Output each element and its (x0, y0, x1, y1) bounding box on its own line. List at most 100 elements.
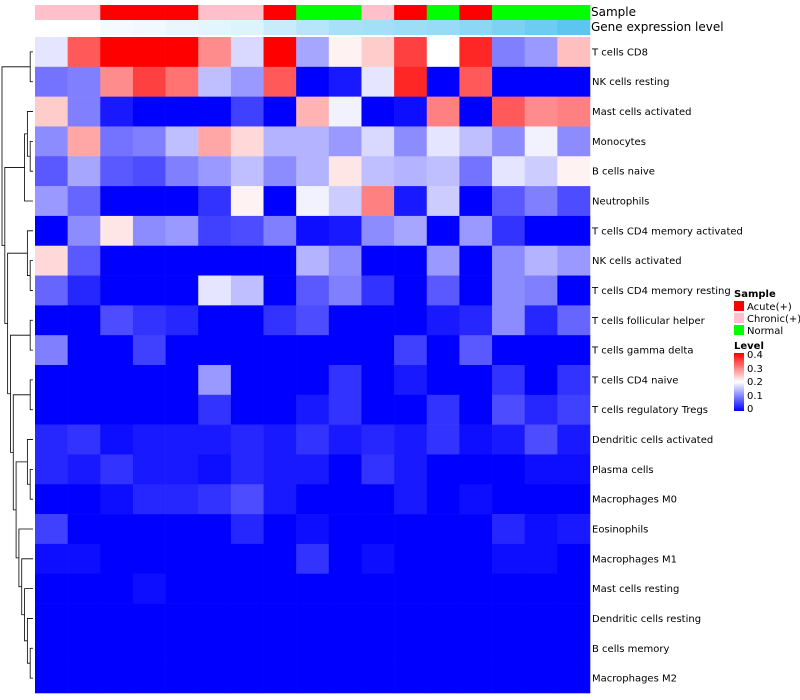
heatmap-cell-r3-c13 (459, 126, 493, 157)
heatmap-cell-r1-c1 (67, 66, 101, 97)
heatmap-cell-r10-c11 (394, 335, 428, 366)
heatmap-cell-r15-c4 (165, 484, 199, 515)
heatmap-cell-r14-c1 (67, 454, 101, 485)
legend-label-acute: Acute(+) (747, 302, 792, 313)
heatmap-cell-r9-c14 (492, 305, 526, 336)
heatmap-cell-r16-c13 (459, 514, 493, 545)
heatmap-cell-r8-c1 (67, 275, 101, 306)
heatmap-cell-r9-c4 (165, 305, 199, 336)
dendrogram-branch (29, 51, 33, 83)
heatmap-cell-r15-c12 (426, 484, 460, 515)
heatmap-cell-r17-c3 (132, 543, 166, 575)
heatmap-cell-r6-c4 (165, 215, 199, 247)
sample-annotation-cell-12 (426, 5, 460, 20)
heatmap-cell-r2-c7 (263, 96, 297, 127)
heatmap-cell-r18-c6 (230, 573, 264, 604)
heatmap-cell-r8-c14 (492, 275, 526, 306)
heatmap-cell-r14-c2 (100, 454, 134, 485)
heatmap-cell-r16-c2 (100, 514, 134, 545)
heatmap-cell-r4-c12 (426, 156, 460, 187)
heatmap-cell-r13-c15 (524, 424, 558, 455)
heatmap-cell-r9-c5 (198, 305, 232, 336)
heatmap-cell-r20-c10 (361, 633, 395, 664)
heatmap-cell-r18-c5 (198, 573, 232, 604)
heatmap-cell-r16-c7 (263, 514, 297, 545)
heatmap-cell-r20-c13 (459, 633, 493, 664)
heatmap-cell-r5-c7 (263, 186, 297, 217)
heatmap-cell-r4-c8 (296, 156, 330, 187)
heatmap-cell-r0-c11 (394, 37, 428, 68)
row-label-9: T cells follicular helper (591, 316, 706, 327)
heatmap-cell-r11-c2 (100, 365, 134, 396)
row-label-8: T cells CD4 memory resting (591, 286, 731, 297)
heatmap-cell-r19-c1 (67, 603, 101, 634)
row-label-7: NK cells activated (592, 256, 682, 267)
heatmap-cell-r0-c7 (263, 37, 297, 68)
heatmap-cell-r0-c3 (132, 37, 166, 68)
heatmap-cell-r7-c7 (263, 245, 297, 276)
heatmap-cell-r1-c15 (524, 66, 558, 97)
gene-expression-annotation-cell-7 (263, 20, 297, 35)
dendrogram-branch (15, 461, 28, 559)
heatmap-cell-r14-c16 (557, 454, 591, 485)
heatmap-cell-r19-c11 (394, 603, 428, 634)
heatmap-cell-r16-c14 (492, 514, 526, 545)
heatmap-cell-r21-c0 (35, 663, 68, 694)
heatmap-cell-r19-c15 (524, 603, 558, 634)
sample-annotation-cell-1 (67, 5, 101, 20)
gene-expression-annotation-cell-15 (524, 20, 558, 35)
heatmap-cell-r4-c7 (263, 156, 297, 187)
heatmap-cell-r21-c1 (67, 663, 101, 694)
heatmap-cell-r17-c2 (100, 543, 134, 575)
heatmap-cell-r17-c10 (361, 543, 395, 575)
dendrogram-branch (29, 379, 33, 411)
heatmap-cell-r8-c5 (198, 275, 232, 306)
heatmap-cell-r7-c6 (230, 245, 264, 276)
heatmap-cell-r13-c2 (100, 424, 134, 455)
heatmap-cell-r10-c14 (492, 335, 526, 366)
heatmap-cell-r19-c3 (132, 603, 166, 634)
heatmap-cell-r2-c4 (165, 96, 199, 127)
row-label-5: Neutrophils (592, 197, 649, 208)
dendrogram-branch (29, 140, 33, 172)
heatmap-cell-r1-c16 (557, 66, 591, 97)
heatmap-cell-r18-c13 (459, 573, 493, 604)
sample-annotation-cell-7 (263, 5, 297, 20)
heatmap-cell-r0-c10 (361, 37, 395, 68)
heatmap-cell-r7-c0 (35, 245, 68, 276)
heatmap-cell-r11-c11 (394, 365, 428, 396)
heatmap-cell-r4-c4 (165, 156, 199, 187)
dendrogram-branch (24, 588, 33, 642)
heatmap-cell-r2-c15 (524, 96, 558, 127)
heatmap-cell-r18-c10 (361, 573, 395, 604)
heatmap-cell-r2-c12 (426, 96, 460, 127)
heatmap-cell-r3-c12 (426, 126, 460, 157)
row-label-13: Dendritic cells activated (592, 435, 713, 446)
heatmap-cell-r18-c4 (165, 573, 199, 604)
dendrogram-branch (29, 647, 33, 679)
legend-swatch-chronic (734, 313, 744, 323)
row-label-10: T cells gamma delta (591, 346, 693, 357)
heatmap-cell-r20-c1 (67, 633, 101, 664)
dendrogram-branch (18, 528, 33, 588)
heatmap-cell-r10-c1 (67, 335, 101, 366)
row-label-21: Macrophages M2 (592, 674, 677, 685)
sample-annotation-cell-15 (524, 5, 558, 20)
heatmap-cell-r8-c3 (132, 275, 166, 306)
legend-level-tick-4: 0 (747, 404, 753, 415)
heatmap-cell-r11-c5 (198, 365, 232, 396)
gene-expression-annotation-cell-6 (230, 20, 264, 35)
gene-expression-annotation-cell-4 (165, 20, 199, 35)
heatmap-cell-r18-c9 (328, 573, 362, 604)
gene-expression-annotation-cell-1 (67, 20, 101, 35)
row-labels: T cells CD8 NK cells resting Mast cells ac… (591, 47, 743, 684)
heatmap-cell-r16-c0 (35, 514, 68, 545)
heatmap-cell-r21-c3 (132, 663, 166, 694)
row-label-14: Plasma cells (592, 465, 654, 476)
heatmap-cell-r13-c6 (230, 424, 264, 455)
heatmap-cell-r10-c8 (296, 335, 330, 366)
heatmap-cell-r8-c6 (230, 275, 264, 306)
heatmap-cell-r8-c4 (165, 275, 199, 306)
gene-expression-annotation-cell-8 (296, 20, 330, 35)
heatmap-cell-r12-c16 (557, 394, 591, 425)
